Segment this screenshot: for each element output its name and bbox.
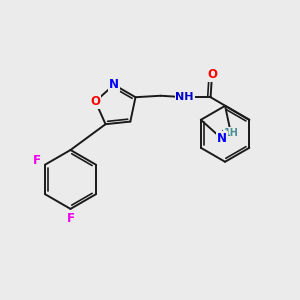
Text: N: N: [217, 132, 226, 145]
Text: NH: NH: [176, 92, 194, 102]
Text: 1H: 1H: [224, 128, 238, 138]
Text: F: F: [67, 212, 74, 225]
Text: F: F: [33, 154, 41, 166]
Text: O: O: [90, 95, 100, 108]
Text: O: O: [207, 68, 217, 81]
Text: N: N: [109, 78, 119, 91]
